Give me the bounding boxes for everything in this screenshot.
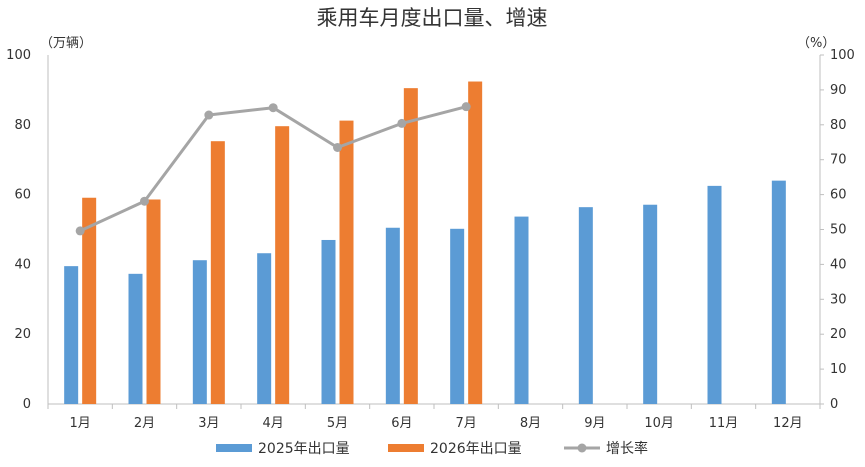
bar-2025 bbox=[321, 239, 336, 404]
right-axis-unit: （%） bbox=[797, 36, 835, 51]
growth-rate-point bbox=[75, 226, 85, 236]
y-right-tick-label: 100 bbox=[830, 48, 855, 63]
x-tick-label: 12月 bbox=[773, 416, 803, 431]
bar-2026 bbox=[403, 88, 418, 404]
y-right-tick-label: 90 bbox=[830, 83, 847, 98]
y-right-tick-label: 40 bbox=[830, 257, 847, 272]
y-left-tick-label: 20 bbox=[14, 327, 31, 342]
legend-marker-growth bbox=[577, 443, 587, 453]
bar-2025 bbox=[578, 207, 593, 404]
legend-label: 2026年出口量 bbox=[430, 441, 522, 457]
bar-2025 bbox=[257, 253, 272, 404]
y-right-tick-label: 10 bbox=[830, 362, 847, 377]
y-right-tick-label: 80 bbox=[830, 118, 847, 133]
growth-rate-point bbox=[397, 118, 407, 128]
bar-2025 bbox=[128, 273, 143, 404]
bar-2026 bbox=[146, 199, 161, 404]
growth-rate-point bbox=[461, 102, 471, 112]
x-tick-label: 5月 bbox=[327, 416, 348, 431]
bar-2025 bbox=[514, 216, 529, 404]
x-tick-label: 9月 bbox=[584, 416, 605, 431]
y-right-tick-label: 20 bbox=[830, 327, 847, 342]
y-right-tick-label: 60 bbox=[830, 188, 847, 203]
bar-2026 bbox=[82, 197, 97, 404]
bar-2026 bbox=[275, 126, 290, 405]
bar-2026 bbox=[210, 141, 225, 404]
y-left-tick-label: 40 bbox=[14, 257, 31, 272]
y-left-tick-label: 60 bbox=[14, 188, 31, 203]
x-tick-label: 3月 bbox=[198, 416, 219, 431]
legend-label: 增长率 bbox=[606, 440, 648, 457]
legend-label: 2025年出口量 bbox=[258, 441, 350, 457]
y-left-tick-label: 100 bbox=[6, 48, 31, 63]
y-left-tick-label: 80 bbox=[14, 118, 31, 133]
y-left-tick-label: 0 bbox=[23, 397, 31, 412]
y-right-tick-label: 0 bbox=[830, 397, 838, 412]
x-tick-label: 10月 bbox=[644, 416, 674, 431]
x-tick-label: 8月 bbox=[520, 416, 541, 431]
legend-swatch-2025 bbox=[216, 444, 252, 452]
bar-2026 bbox=[339, 120, 354, 404]
x-tick-label: 6月 bbox=[391, 416, 412, 431]
y-right-tick-label: 50 bbox=[830, 223, 847, 238]
growth-rate-point bbox=[204, 110, 214, 120]
left-axis-unit: （万辆） bbox=[40, 36, 92, 51]
bar-2025 bbox=[771, 180, 786, 404]
bar-2025 bbox=[64, 266, 79, 404]
bar-2025 bbox=[707, 185, 722, 404]
legend-swatch-2026 bbox=[388, 444, 424, 452]
bar-2025 bbox=[192, 260, 207, 404]
bar-2026 bbox=[468, 81, 483, 405]
x-tick-label: 1月 bbox=[70, 416, 91, 431]
x-tick-label: 11月 bbox=[709, 416, 739, 431]
growth-rate-point bbox=[333, 142, 342, 152]
growth-rate-point bbox=[140, 196, 149, 206]
chart-title: 乘用车月度出口量、增速 bbox=[317, 6, 548, 30]
bar-2025 bbox=[450, 228, 465, 404]
growth-rate-point bbox=[268, 103, 278, 113]
x-tick-label: 7月 bbox=[456, 416, 477, 431]
x-tick-label: 4月 bbox=[263, 416, 284, 431]
x-tick-label: 2月 bbox=[134, 416, 155, 431]
bar-2025 bbox=[643, 204, 658, 404]
bar-2025 bbox=[385, 227, 400, 404]
y-right-tick-label: 70 bbox=[830, 153, 847, 168]
y-right-tick-label: 30 bbox=[830, 292, 847, 307]
